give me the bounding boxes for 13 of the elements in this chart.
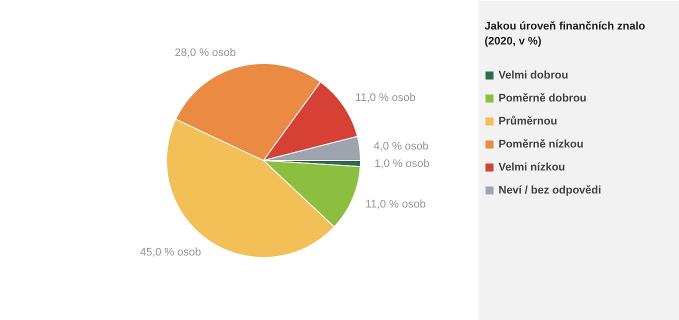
data-label: 11,0 % osob bbox=[355, 92, 416, 104]
legend-label: Velmi nízkou bbox=[498, 162, 566, 174]
legend-label: Poměrně nízkou bbox=[498, 138, 584, 150]
legend-label: Poměrně dobrou bbox=[498, 92, 587, 104]
data-label: 11,0 % osob bbox=[365, 198, 426, 211]
legend-label: Průměrnou bbox=[498, 116, 558, 128]
data-label: 4,0 % osob bbox=[374, 140, 429, 153]
data-label: 1,0 % osob bbox=[374, 158, 430, 170]
legend-label: Neví / bez odpovědi bbox=[498, 184, 602, 196]
legend-title: Jakou úroveň finančních znalo (2020, v %) bbox=[484, 20, 646, 48]
legend-label: Velmi dobrou bbox=[498, 70, 568, 82]
data-label: 28,0 % osob bbox=[174, 46, 236, 59]
data-label: 45,0 % osob bbox=[140, 246, 202, 258]
